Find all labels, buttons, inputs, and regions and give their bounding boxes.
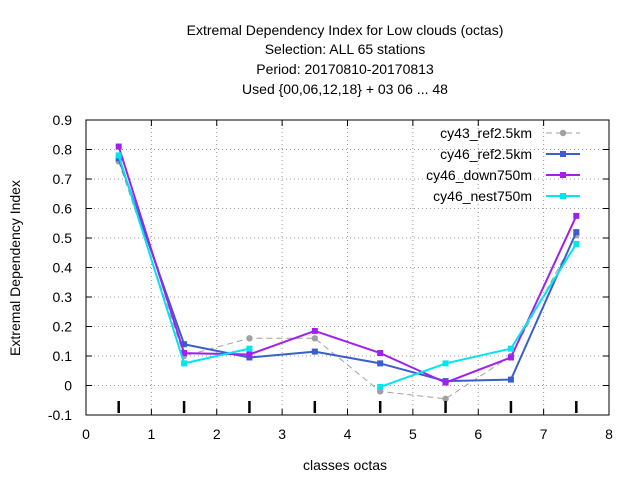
title-line-3: Period: 20170810-20170813 xyxy=(256,61,434,77)
chart-title: Extremal Dependency Index for Low clouds… xyxy=(187,22,504,97)
y-tick-label: 0.2 xyxy=(53,319,73,335)
data-point xyxy=(246,351,253,358)
data-point xyxy=(377,360,384,367)
data-point xyxy=(115,152,122,159)
legend-marker xyxy=(560,151,566,157)
bottom-markers xyxy=(117,401,578,413)
x-tick-label: 5 xyxy=(409,426,417,442)
x-tick-label: 0 xyxy=(82,426,90,442)
x-tick-labels: 0 1 2 3 4 5 6 7 8 xyxy=(82,426,613,442)
title-line-2: Selection: ALL 65 stations xyxy=(265,41,426,57)
x-tick-label: 7 xyxy=(540,426,548,442)
legend-entry: cy46_nest750m xyxy=(433,188,580,204)
y-axis-label: Extremal Dependency Index xyxy=(7,180,23,356)
x-axis-label: classes octas xyxy=(303,457,387,473)
legend-label: cy46_down750m xyxy=(426,167,532,183)
series-cy46_nest750m xyxy=(115,152,580,390)
legend-marker xyxy=(560,172,566,178)
series-cy46_down750m xyxy=(115,143,580,386)
data-point xyxy=(181,350,188,357)
data-point xyxy=(246,335,253,342)
data-point xyxy=(311,327,318,334)
x-tick-label: 2 xyxy=(213,426,221,442)
x-tick-label: 8 xyxy=(605,426,613,442)
data-point xyxy=(442,360,449,367)
x-tick-label: 1 xyxy=(147,426,155,442)
legend-entry: cy46_down750m xyxy=(426,167,580,183)
y-tick-label: -0.1 xyxy=(48,407,72,423)
y-tick-labels: -0.1 0 0.1 0.2 0.3 0.4 0.5 0.6 0.7 0.8 0.9 xyxy=(48,112,72,423)
legend: cy43_ref2.5km cy46_ref2.5km cy46_down750mc… xyxy=(426,125,580,204)
plot-frame xyxy=(85,119,610,416)
series-line xyxy=(118,161,577,400)
series-lines xyxy=(115,143,580,402)
data-point xyxy=(377,383,384,390)
y-tick-label: 0.8 xyxy=(53,142,73,158)
y-tick-label: 0 xyxy=(64,378,72,394)
data-point xyxy=(442,379,449,386)
y-tick-label: 0.6 xyxy=(53,201,73,217)
legend-label: cy46_nest750m xyxy=(433,188,532,204)
legend-label: cy43_ref2.5km xyxy=(440,125,532,141)
y-tick-label: 0.7 xyxy=(53,171,73,187)
data-point xyxy=(442,395,449,402)
x-tick-label: 3 xyxy=(278,426,286,442)
data-point xyxy=(246,345,253,352)
legend-entry: cy46_ref2.5km xyxy=(440,146,580,162)
legend-marker xyxy=(559,129,567,137)
data-point xyxy=(507,354,514,361)
data-point xyxy=(573,229,580,236)
series-line xyxy=(117,146,578,384)
y-tick-label: 0.9 xyxy=(53,112,73,128)
data-point xyxy=(377,350,384,357)
data-point xyxy=(573,240,580,247)
x-tick-label: 4 xyxy=(344,426,352,442)
data-point xyxy=(507,376,514,383)
legend-marker xyxy=(560,193,566,199)
y-tick-label: 0.4 xyxy=(53,260,73,276)
y-tick-label: 0.3 xyxy=(53,289,73,305)
grid-lines xyxy=(86,120,609,415)
data-point xyxy=(181,341,188,348)
data-point xyxy=(507,345,514,352)
x-tick-label: 6 xyxy=(474,426,482,442)
data-point xyxy=(311,348,318,355)
title-line-4: Used {00,06,12,18} + 03 06 ... 48 xyxy=(242,81,448,97)
title-line-1: Extremal Dependency Index for Low clouds… xyxy=(187,22,504,38)
data-point xyxy=(311,335,319,342)
data-point xyxy=(181,360,188,367)
data-point xyxy=(115,143,122,150)
legend-entry: cy43_ref2.5km xyxy=(440,125,580,141)
y-tick-label: 0.5 xyxy=(53,230,73,246)
series-line xyxy=(117,158,578,383)
y-tick-label: 0.1 xyxy=(53,348,73,364)
data-point xyxy=(573,212,580,219)
legend-label: cy46_ref2.5km xyxy=(440,146,532,162)
